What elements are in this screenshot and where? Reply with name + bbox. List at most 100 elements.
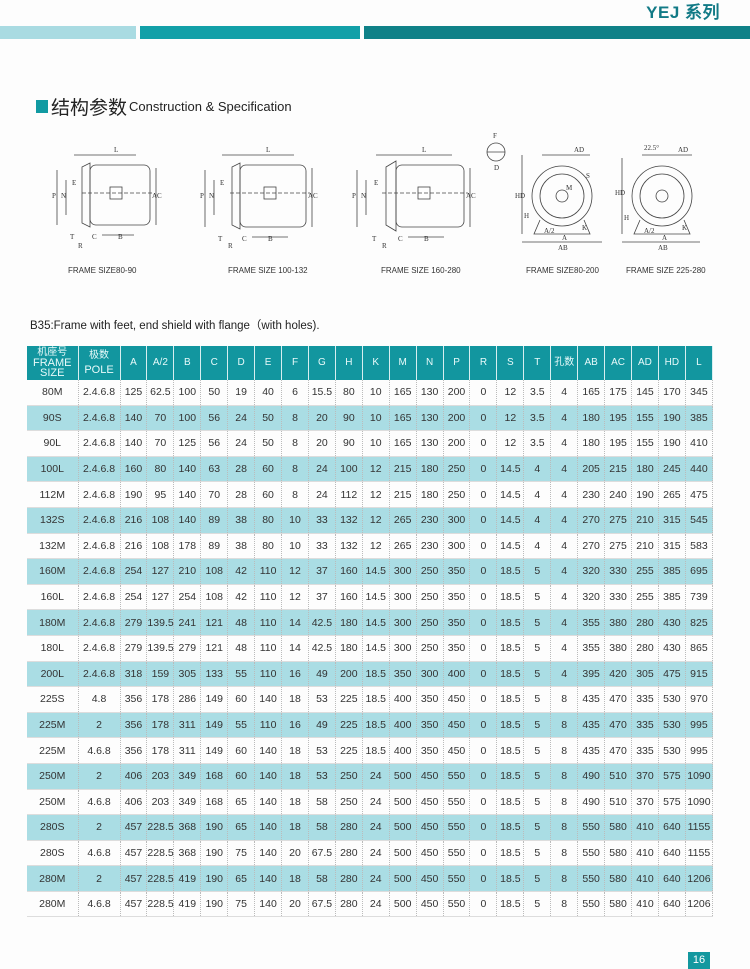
table-cell: 280	[631, 635, 659, 662]
frame-size-cell: 250M	[27, 789, 79, 816]
table-cell: 0	[469, 584, 498, 611]
table-cell: 56	[200, 430, 229, 457]
table-cell: 995	[685, 737, 714, 764]
table-cell: 400	[389, 712, 417, 739]
table-row: 160L 2.4.6.8 254 127 254 108 42 110 12 37 160 14.5 3…	[27, 584, 714, 611]
table-cell: 300	[416, 661, 444, 688]
table-description: B35:Frame with feet, end shield with fla…	[30, 320, 320, 332]
table-cell: 48	[227, 609, 256, 636]
column-header-text: M	[398, 357, 407, 368]
table-cell: 8	[281, 481, 309, 508]
dimension-label: R	[78, 242, 83, 250]
frame-size-cell: 250M	[27, 763, 79, 790]
header-bar-light	[0, 26, 136, 39]
table-cell: 140	[254, 840, 283, 867]
table-cell: 4	[550, 405, 579, 432]
table-cell: 190	[120, 481, 148, 508]
table-cell: 24	[362, 840, 390, 867]
table-cell: 24	[308, 481, 336, 508]
table-cell: 100	[173, 380, 202, 406]
series-title: YEJ 系列	[646, 3, 720, 22]
column-header: N	[416, 346, 444, 380]
table-cell: 155	[631, 405, 659, 432]
table-cell: 510	[604, 789, 633, 816]
table-cell: 5	[523, 891, 552, 918]
table-cell: 12	[362, 507, 390, 534]
table-cell: 60	[227, 763, 256, 790]
table-cell: 4	[550, 533, 579, 560]
table-cell: 178	[146, 712, 175, 739]
table-cell: 20	[281, 891, 309, 918]
table-cell: 28	[227, 481, 256, 508]
table-cell: 210	[173, 558, 202, 585]
column-header-text: T	[534, 357, 541, 368]
table-cell: 190	[200, 840, 229, 867]
dimension-label: F	[493, 132, 497, 140]
table-cell: 140	[254, 737, 283, 764]
table-cell: 12	[281, 584, 309, 611]
table-cell: 12	[362, 481, 390, 508]
table-cell: 130	[416, 430, 444, 457]
table-cell: 24	[362, 891, 390, 918]
table-cell: 49	[308, 712, 336, 739]
table-cell: 2.4.6.8	[78, 507, 121, 534]
table-cell: 63	[200, 456, 229, 483]
table-cell: 112	[335, 481, 363, 508]
table-cell: 15.5	[308, 380, 336, 406]
table-cell: 550	[443, 763, 471, 790]
table-cell: 2.4.6.8	[78, 380, 121, 406]
frame-size-cell: 200L	[27, 661, 79, 688]
table-cell: 90	[335, 405, 363, 432]
table-cell: 435	[577, 712, 606, 739]
table-row: 80M 2.4.6.8 125 62.5 100 50 19 40 6 15.5 80 10 165 13…	[27, 380, 714, 406]
table-cell: 500	[389, 814, 417, 841]
table-cell: 545	[685, 507, 714, 534]
table-cell: 225	[335, 712, 363, 739]
table-cell: 160	[335, 584, 363, 611]
table-cell: 345	[685, 380, 714, 406]
table-cell: 200	[443, 380, 471, 406]
column-header: S	[496, 346, 525, 380]
table-cell: 80	[254, 533, 283, 560]
table-cell: 255	[631, 558, 659, 585]
table-cell: 240	[604, 481, 633, 508]
table-cell: 385	[658, 584, 686, 611]
table-cell: 149	[200, 737, 229, 764]
table-cell: 8	[550, 789, 579, 816]
table-cell: 130	[416, 380, 444, 406]
table-cell: 279	[120, 635, 148, 662]
table-cell: 8	[281, 430, 309, 457]
table-cell: 280	[631, 609, 659, 636]
table-cell: 139.5	[146, 609, 175, 636]
table-cell: 419	[173, 865, 202, 892]
table-cell: 165	[577, 380, 606, 406]
table-cell: 228.5	[146, 814, 175, 841]
table-cell: 0	[469, 635, 498, 662]
table-row: 280M 2 457 228.5 419 190 65 140 18 58 280 24 500 450 5…	[27, 865, 714, 892]
dimension-label: K	[582, 224, 587, 232]
table-row: 280M 4.6.8 457 228.5 419 190 75 140 20 67.5 280 24 5…	[27, 891, 714, 918]
table-cell: 230	[416, 533, 444, 560]
table-cell: 89	[200, 507, 229, 534]
table-row: 90L 2.4.6.8 140 70 125 56 24 50 8 20 90 10 165 130 200…	[27, 430, 714, 457]
table-cell: 140	[120, 430, 148, 457]
table-cell: 8	[550, 737, 579, 764]
table-cell: 995	[685, 712, 714, 739]
table-cell: 286	[173, 686, 202, 713]
table-cell: 140	[254, 763, 283, 790]
dimension-label: E	[72, 179, 76, 187]
table-cell: 450	[416, 789, 444, 816]
table-cell: 180	[335, 609, 363, 636]
table-cell: 245	[658, 456, 686, 483]
dimension-label: N	[361, 192, 366, 200]
table-cell: 14	[281, 609, 309, 636]
table-cell: 500	[389, 840, 417, 867]
table-cell: 550	[577, 814, 606, 841]
section-title: 结构参数 Construction & Specification	[36, 93, 292, 120]
table-cell: 305	[173, 661, 202, 688]
table-cell: 475	[685, 481, 714, 508]
table-cell: 350	[443, 584, 471, 611]
table-row: 100L 2.4.6.8 160 80 140 63 28 60 8 24 100 12 215 180 2…	[27, 456, 714, 483]
column-header-text: AB	[584, 357, 598, 368]
column-header-text: D	[237, 357, 245, 368]
